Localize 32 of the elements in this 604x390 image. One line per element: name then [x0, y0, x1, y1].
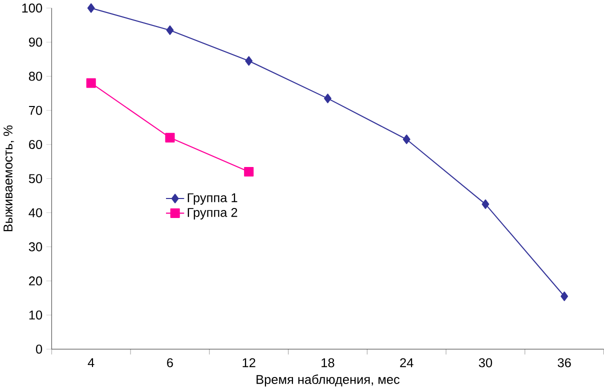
legend-label: Группа 2: [188, 208, 238, 220]
point: [87, 3, 95, 13]
y-axis-title: Выживаемость, %: [4, 125, 14, 232]
point: [244, 166, 254, 177]
x-tick-label: 6: [167, 358, 173, 368]
y-tick-label: 20: [29, 276, 42, 286]
y-tick-label: 100: [22, 4, 42, 13]
point: [166, 25, 174, 35]
point: [402, 134, 410, 144]
y-tick-label: 80: [28, 72, 42, 81]
y-tick-label: 50: [28, 174, 42, 184]
point: [482, 199, 490, 209]
y-tick-label: 10: [29, 310, 42, 320]
point: [165, 132, 175, 142]
point: [324, 94, 332, 104]
point: [86, 78, 96, 88]
point: [245, 56, 253, 66]
x-tick-label: 24: [400, 358, 414, 368]
x-tick-label: 4: [88, 358, 94, 367]
y-tick-label: 30: [28, 242, 42, 252]
x-tick-label: 36: [558, 358, 571, 368]
y-tick-label: 70: [29, 106, 42, 115]
y-tick-label: 0: [36, 344, 42, 354]
legend-label: Группа 1: [188, 193, 238, 205]
x-tick-label: 12: [242, 358, 256, 368]
y-tick-label: 90: [28, 38, 42, 47]
point: [560, 291, 568, 302]
x-tick-label: 30: [478, 358, 492, 368]
y-tick-label: 40: [28, 208, 42, 218]
y-tick-label: 60: [29, 140, 42, 149]
x-tick-label: 18: [322, 358, 334, 368]
x-axis-title: Время наблюдения, мес: [256, 374, 400, 386]
